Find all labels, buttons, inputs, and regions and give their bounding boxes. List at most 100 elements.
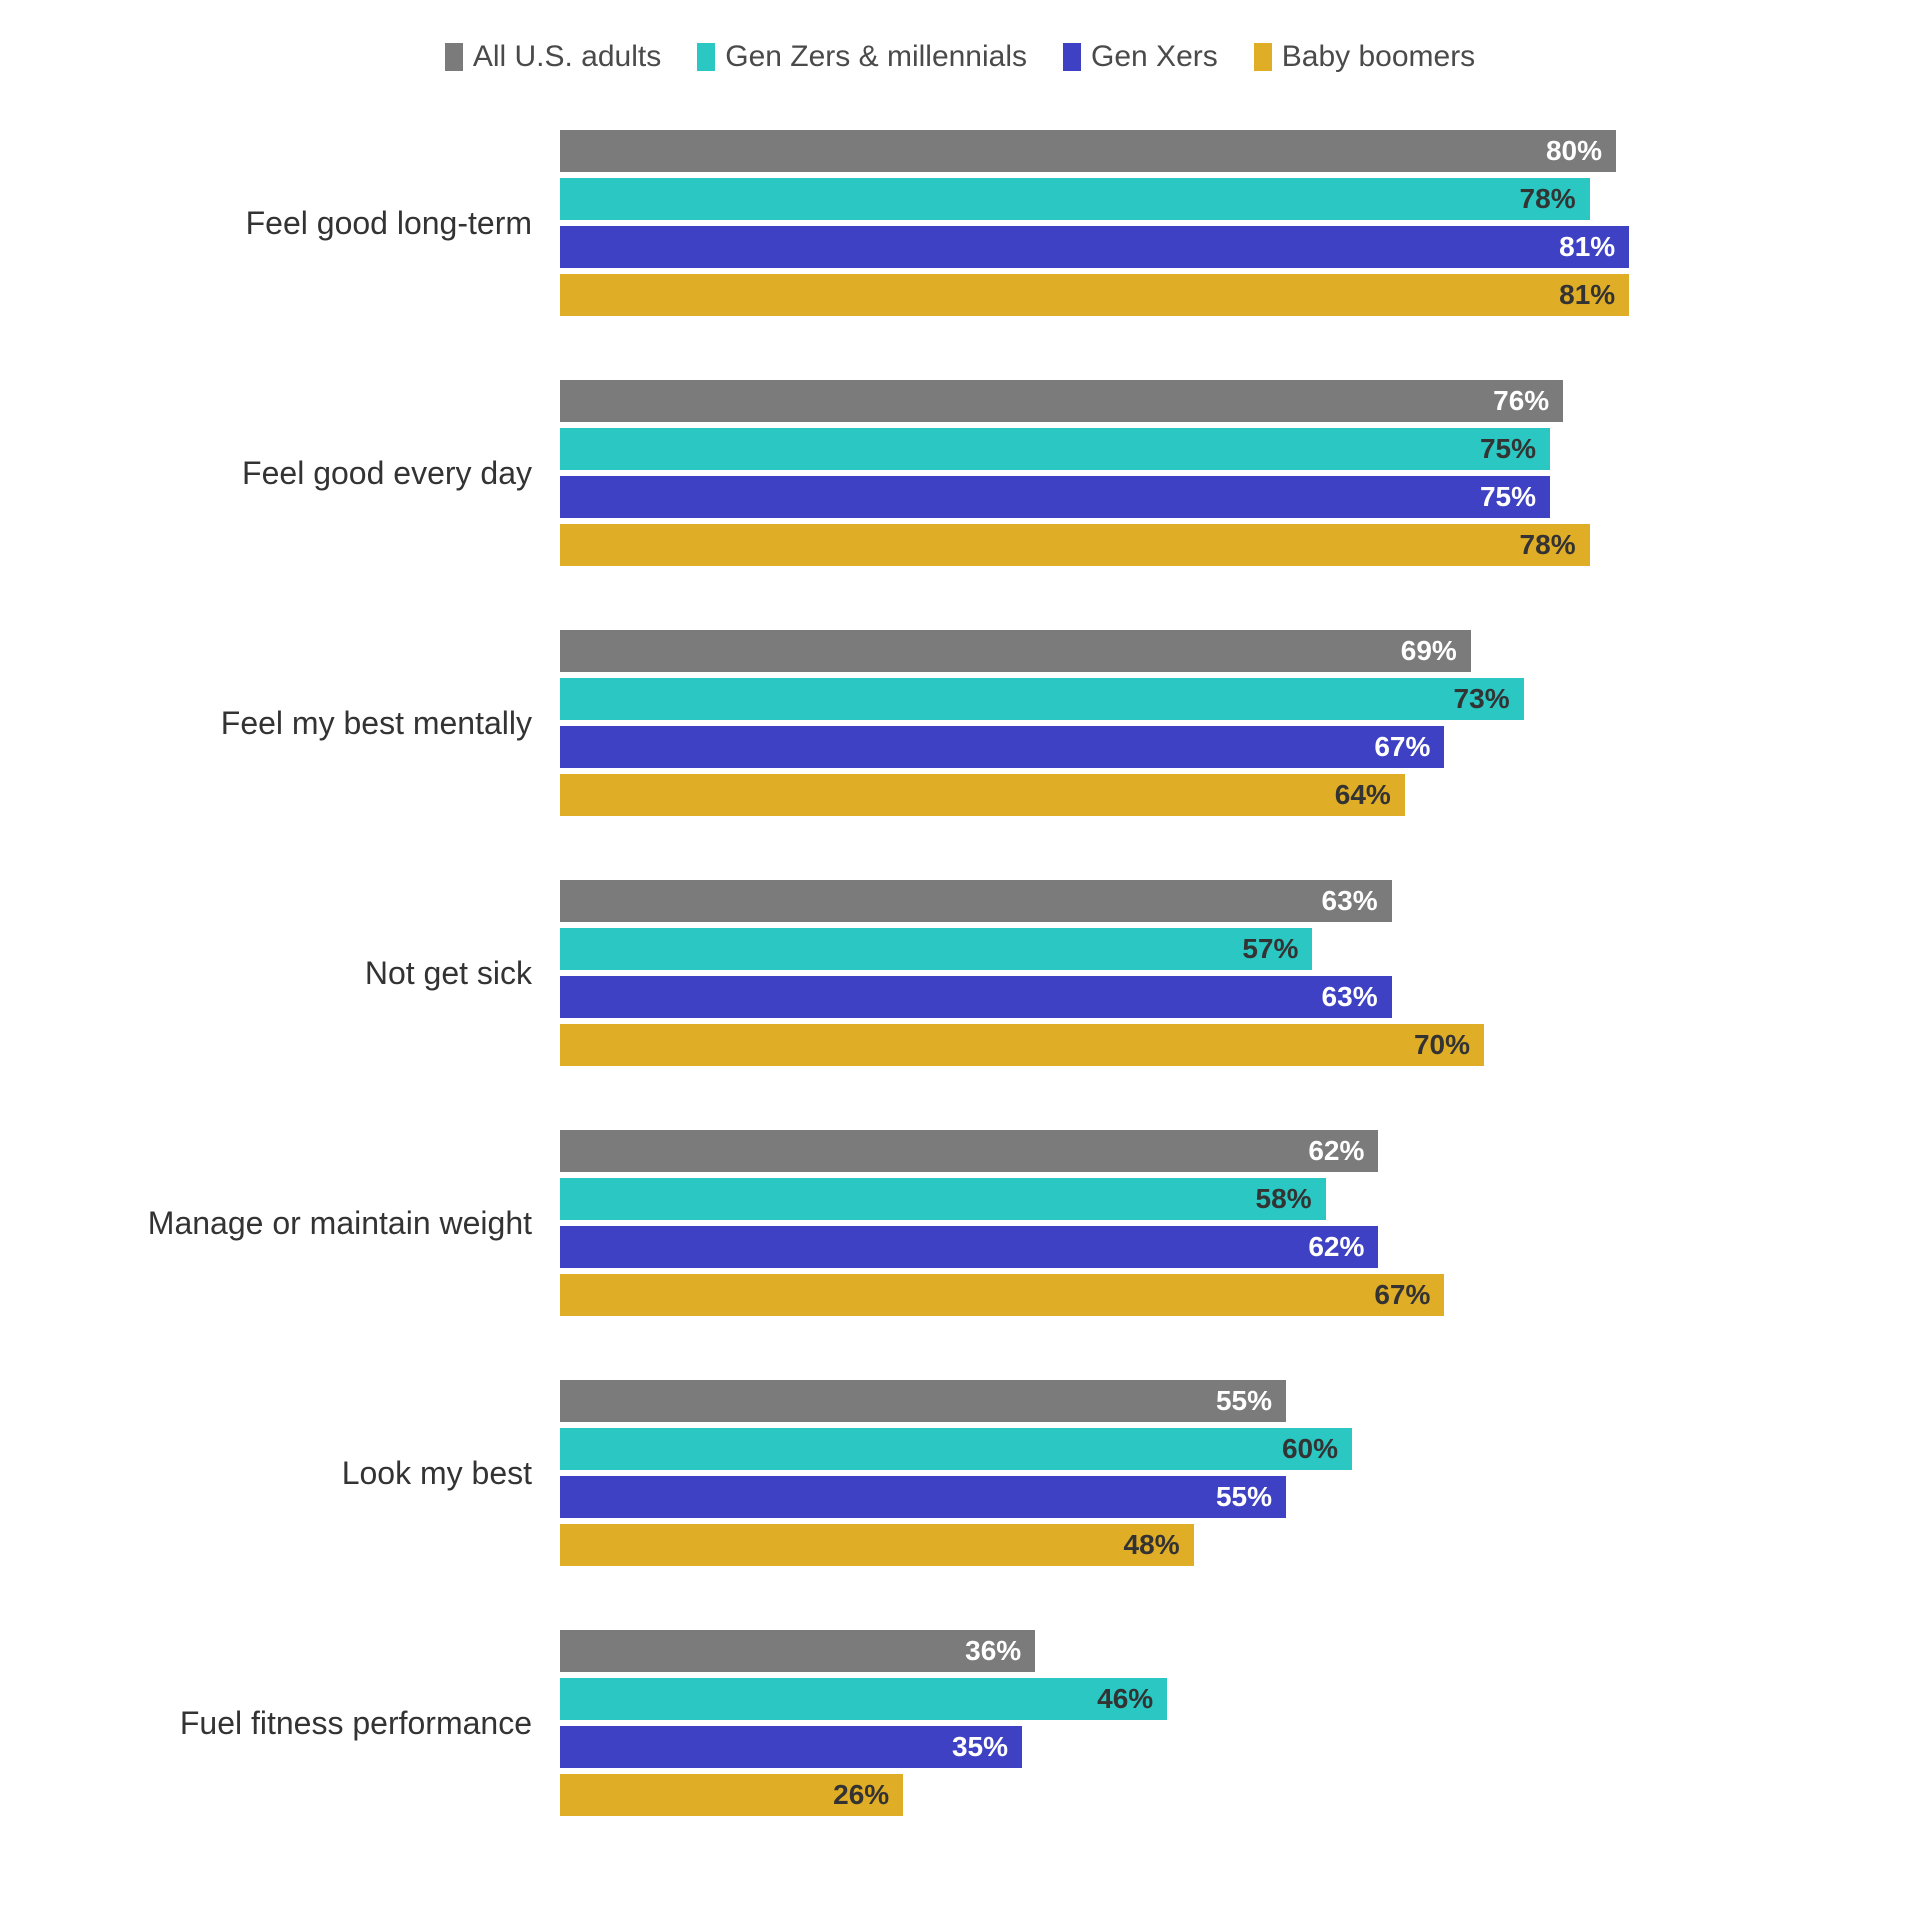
bar: 63% [560, 880, 1392, 922]
bar: 76% [560, 380, 1563, 422]
bar-value-label: 58% [1256, 1183, 1312, 1215]
bar-row: 63% [560, 880, 1880, 922]
bar-row: 76% [560, 380, 1880, 422]
bar-row: 67% [560, 726, 1880, 768]
chart-group: Fuel fitness performance 36% 46% 35% 26% [40, 1630, 1880, 1816]
bar-row: 73% [560, 678, 1880, 720]
legend-label: All U.S. adults [473, 40, 661, 74]
bar: 69% [560, 630, 1471, 672]
chart-group: Look my best 55% 60% 55% 48% [40, 1380, 1880, 1566]
group-label: Fuel fitness performance [40, 1705, 560, 1742]
bar-row: 36% [560, 1630, 1880, 1672]
bar-value-label: 64% [1335, 779, 1391, 811]
bar-value-label: 75% [1480, 481, 1536, 513]
bar: 70% [560, 1024, 1484, 1066]
bar-value-label: 78% [1520, 183, 1576, 215]
group-label: Manage or maintain weight [40, 1205, 560, 1242]
legend-item: Gen Xers [1063, 40, 1218, 74]
bar-row: 26% [560, 1774, 1880, 1816]
bar-value-label: 70% [1414, 1029, 1470, 1061]
bar: 81% [560, 226, 1629, 268]
legend-swatch [1063, 43, 1081, 71]
bar: 81% [560, 274, 1629, 316]
bar-row: 63% [560, 976, 1880, 1018]
chart-group: Manage or maintain weight 62% 58% 62% 67% [40, 1130, 1880, 1316]
bar-value-label: 73% [1454, 683, 1510, 715]
bar-value-label: 81% [1559, 231, 1615, 263]
bar: 60% [560, 1428, 1352, 1470]
bar-value-label: 55% [1216, 1481, 1272, 1513]
bar: 75% [560, 476, 1550, 518]
bar-row: 55% [560, 1476, 1880, 1518]
group-label: Look my best [40, 1455, 560, 1492]
bar: 64% [560, 774, 1405, 816]
bar: 80% [560, 130, 1616, 172]
bar-value-label: 62% [1308, 1135, 1364, 1167]
bar: 75% [560, 428, 1550, 470]
bar: 62% [560, 1130, 1378, 1172]
bar-row: 69% [560, 630, 1880, 672]
chart-group: Feel my best mentally69%73%67%64% [40, 630, 1880, 816]
bar: 36% [560, 1630, 1035, 1672]
bar: 63% [560, 976, 1392, 1018]
chart-groups: Feel good long-term80%78%81%81%Feel good… [0, 130, 1920, 1856]
bar-row: 78% [560, 524, 1880, 566]
legend-swatch [697, 43, 715, 71]
chart-group: Feel good every day76% 75% 75% 78% [40, 380, 1880, 566]
bars-column: 69% 73% 67% 64% [560, 630, 1880, 816]
legend-label: Gen Zers & millennials [725, 40, 1027, 74]
bar-value-label: 67% [1374, 731, 1430, 763]
group-label: Feel good long-term [40, 205, 560, 242]
bar-row: 48% [560, 1524, 1880, 1566]
bar-value-label: 78% [1520, 529, 1576, 561]
bar: 62% [560, 1226, 1378, 1268]
bar: 26% [560, 1774, 903, 1816]
bars-column: 36% 46% 35% 26% [560, 1630, 1880, 1816]
bar-value-label: 63% [1322, 981, 1378, 1013]
bar-value-label: 69% [1401, 635, 1457, 667]
bar-value-label: 46% [1097, 1683, 1153, 1715]
bar: 55% [560, 1476, 1286, 1518]
bar: 67% [560, 1274, 1444, 1316]
group-label: Not get sick [40, 955, 560, 992]
bar: 67% [560, 726, 1444, 768]
bar-row: 70% [560, 1024, 1880, 1066]
bar: 78% [560, 178, 1590, 220]
bar-row: 60% [560, 1428, 1880, 1470]
bar-value-label: 62% [1308, 1231, 1364, 1263]
group-label: Feel good every day [40, 455, 560, 492]
bar-value-label: 35% [952, 1731, 1008, 1763]
bar: 58% [560, 1178, 1326, 1220]
bar: 55% [560, 1380, 1286, 1422]
legend-swatch [1254, 43, 1272, 71]
bars-column: 62% 58% 62% 67% [560, 1130, 1880, 1316]
bars-column: 55% 60% 55% 48% [560, 1380, 1880, 1566]
bar: 78% [560, 524, 1590, 566]
bar-value-label: 36% [965, 1635, 1021, 1667]
bar: 35% [560, 1726, 1022, 1768]
legend: All U.S. adults Gen Zers & millennials Gen… [0, 40, 1920, 74]
bar-value-label: 48% [1124, 1529, 1180, 1561]
bar-row: 75% [560, 476, 1880, 518]
legend-item: Gen Zers & millennials [697, 40, 1027, 74]
legend-item: All U.S. adults [445, 40, 661, 74]
bar: 57% [560, 928, 1312, 970]
bar-row: 62% [560, 1226, 1880, 1268]
bar-row: 64% [560, 774, 1880, 816]
bar-value-label: 55% [1216, 1385, 1272, 1417]
bar-value-label: 67% [1374, 1279, 1430, 1311]
bar-value-label: 75% [1480, 433, 1536, 465]
chart-group: Not get sick 63% 57% 63% 70% [40, 880, 1880, 1066]
legend-swatch [445, 43, 463, 71]
chart-group: Feel good long-term80% 78% 81% 81% [40, 130, 1880, 316]
bar-value-label: 26% [833, 1779, 889, 1811]
bar-row: 81% [560, 274, 1880, 316]
bar-row: 62% [560, 1130, 1880, 1172]
bar-row: 57% [560, 928, 1880, 970]
bar-row: 35% [560, 1726, 1880, 1768]
bar-row: 58% [560, 1178, 1880, 1220]
bar-value-label: 63% [1322, 885, 1378, 917]
bars-column: 80% 78% 81% 81% [560, 130, 1880, 316]
legend-item: Baby boomers [1254, 40, 1475, 74]
bars-column: 63% 57% 63% 70% [560, 880, 1880, 1066]
